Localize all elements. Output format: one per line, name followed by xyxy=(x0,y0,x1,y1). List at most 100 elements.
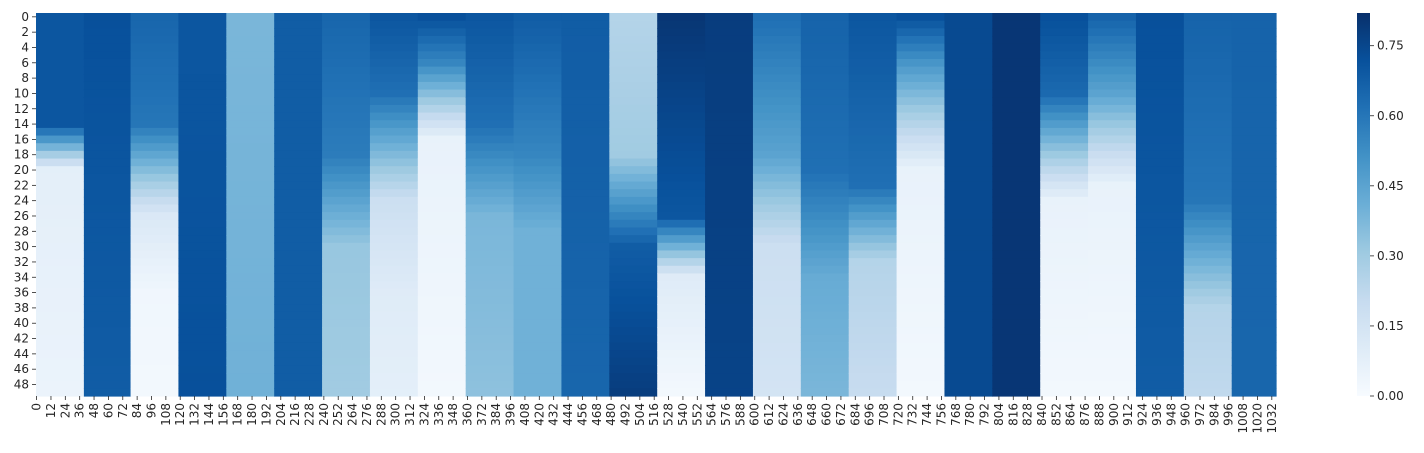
x-tick: 1020 xyxy=(1250,396,1264,434)
heatmap-cell xyxy=(944,181,993,190)
y-tick-label: 2 xyxy=(21,25,29,39)
x-tick: 876 xyxy=(1078,396,1092,426)
heatmap-cell xyxy=(513,196,563,206)
heatmap-cell xyxy=(848,334,898,343)
x-tick: 36 xyxy=(73,396,87,418)
heatmap-cell xyxy=(896,143,946,152)
heatmap-cell xyxy=(1231,227,1277,236)
heatmap-cell xyxy=(178,380,227,389)
colorbar-tick-label: 0.45 xyxy=(1377,179,1404,193)
heatmap-cell xyxy=(992,219,1041,229)
heatmap-cell xyxy=(1183,380,1233,389)
heatmap-cell xyxy=(83,173,132,183)
heatmap-cell xyxy=(752,104,802,114)
heatmap-cell xyxy=(1231,250,1277,259)
x-tick: 996 xyxy=(1222,396,1236,426)
heatmap-cell xyxy=(1088,120,1137,129)
heatmap-cell xyxy=(800,388,850,397)
heatmap-cell xyxy=(465,58,515,68)
heatmap-cell xyxy=(657,166,706,175)
heatmap-cell xyxy=(513,173,563,183)
heatmap-cell xyxy=(896,158,946,167)
heatmap-cell xyxy=(1231,334,1277,343)
heatmap-cell xyxy=(705,235,754,244)
heatmap-cell xyxy=(848,242,898,252)
x-tick-label: 852 xyxy=(1049,403,1063,426)
x-tick: 360 xyxy=(460,396,474,426)
x-tick: 372 xyxy=(475,396,489,426)
heatmap-cell xyxy=(226,150,275,160)
heatmap-cell xyxy=(83,204,132,213)
heatmap-cell xyxy=(848,235,898,244)
heatmap-cell xyxy=(944,158,993,167)
heatmap-cell xyxy=(36,350,85,359)
heatmap-cell xyxy=(465,204,515,213)
heatmap-cell xyxy=(705,158,754,167)
heatmap-cell xyxy=(1088,327,1137,336)
heatmap-cell xyxy=(752,13,802,22)
y-tick-label: 46 xyxy=(14,362,29,376)
heatmap-cell xyxy=(800,28,850,37)
heatmap-cell xyxy=(36,258,85,267)
heatmap-cell xyxy=(83,158,132,167)
x-tick: 624 xyxy=(776,396,790,426)
x-tick: 828 xyxy=(1021,396,1035,426)
x-tick: 636 xyxy=(791,396,805,426)
heatmap-cell xyxy=(1040,120,1089,129)
heatmap-cell xyxy=(705,365,754,374)
heatmap-cell xyxy=(226,189,275,198)
heatmap-cell xyxy=(322,28,371,37)
heatmap-cell xyxy=(752,227,802,236)
heatmap-cell xyxy=(322,58,371,68)
heatmap-cell xyxy=(465,365,515,374)
heatmap-cell xyxy=(848,380,898,389)
heatmap-cell xyxy=(417,242,467,252)
heatmap-cell xyxy=(226,304,275,313)
heatmap-cell xyxy=(417,265,467,275)
heatmap-cell xyxy=(274,288,323,298)
heatmap-cell xyxy=(226,173,275,183)
heatmap-cell xyxy=(322,212,371,221)
heatmap-cell xyxy=(226,35,275,45)
heatmap-cell xyxy=(417,273,467,282)
heatmap-cell xyxy=(513,104,563,114)
heatmap-cell xyxy=(322,51,371,60)
heatmap-cell xyxy=(657,219,706,229)
x-tick-label: 564 xyxy=(705,403,719,426)
heatmap-cell xyxy=(465,135,515,144)
heatmap-cell xyxy=(369,181,419,190)
heatmap-cell xyxy=(657,273,706,282)
heatmap-cell xyxy=(896,43,946,52)
heatmap-cell xyxy=(513,143,563,152)
heatmap-cell xyxy=(705,181,754,190)
heatmap-cell xyxy=(322,311,371,320)
heatmap-cell xyxy=(800,43,850,52)
heatmap-cell xyxy=(992,242,1041,252)
heatmap-cell xyxy=(369,112,419,121)
heatmap-cell xyxy=(274,66,323,75)
heatmap-cell xyxy=(417,97,467,106)
heatmap-cell xyxy=(657,196,706,206)
y-tick-label: 48 xyxy=(14,378,29,392)
heatmap-cell xyxy=(1231,204,1277,213)
heatmap-cell xyxy=(322,388,371,397)
x-tick: 744 xyxy=(920,396,934,426)
heatmap-cell xyxy=(705,265,754,275)
heatmap-cell xyxy=(1088,35,1137,45)
heatmap-cell xyxy=(800,258,850,267)
heatmap-cell xyxy=(178,143,227,152)
heatmap-cell xyxy=(36,288,85,298)
heatmap-cell xyxy=(944,311,993,320)
heatmap-cell xyxy=(848,35,898,45)
heatmap-cell xyxy=(1040,204,1089,213)
heatmap-cell xyxy=(322,43,371,52)
heatmap-cell xyxy=(800,250,850,259)
heatmap-cell xyxy=(752,112,802,121)
heatmap-cell xyxy=(1088,242,1137,252)
heatmap-cell xyxy=(465,350,515,359)
heatmap-cell xyxy=(705,58,754,68)
heatmap-cell xyxy=(369,135,419,144)
heatmap-cell xyxy=(369,81,419,91)
heatmap-cell xyxy=(752,365,802,374)
y-tick: 10 xyxy=(14,86,36,100)
